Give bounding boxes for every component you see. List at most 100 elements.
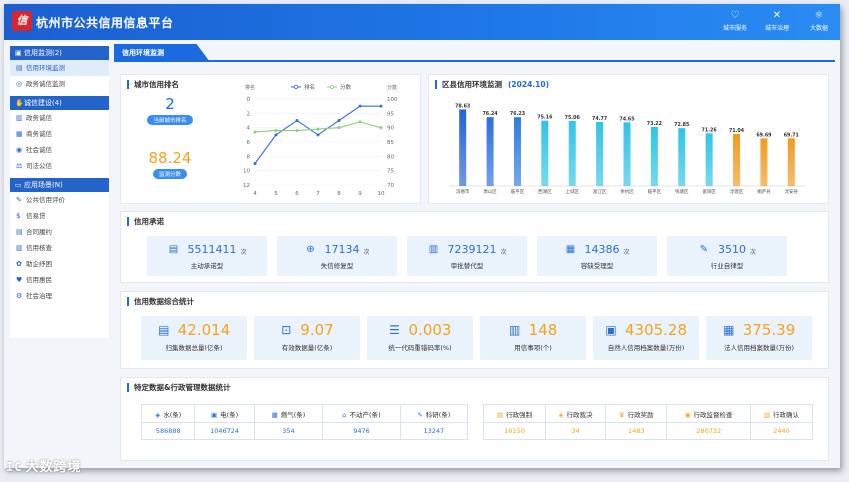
y-left-tick: 4	[247, 126, 251, 132]
table-header: ✎ 科研(条)	[399, 404, 469, 423]
sidebar-item-benefit[interactable]: ♥ 信用惠民	[10, 272, 109, 288]
bar-value-label: 74.77	[592, 116, 607, 122]
card-label: 审批替代型	[450, 262, 484, 270]
sidebar-item-label: 合同履约	[26, 228, 52, 236]
bar	[459, 109, 467, 186]
table-cell: 280732	[666, 422, 751, 440]
sidebar-section-build[interactable]: ✋诚信建设(4)	[10, 96, 109, 110]
apps-icon: ▭	[15, 181, 22, 189]
sidebar-item-social[interactable]: ◉ 社会诚信	[10, 142, 109, 158]
heart-icon: ♥	[16, 276, 23, 284]
sidebar-item-label: 助企纾困	[26, 260, 52, 268]
table-cell: 1483	[605, 422, 668, 440]
data-point	[337, 126, 341, 130]
table-header: ◈ 水(条)	[140, 404, 196, 423]
sidebar-item-loan[interactable]: $ 信易贷	[10, 208, 109, 224]
sidebar-item-judicial[interactable]: ⚖ 司法公信	[10, 158, 109, 174]
bar	[568, 121, 576, 186]
card-value: 17134	[324, 243, 360, 256]
data-point	[316, 127, 320, 131]
bar-value-label: 69.71	[784, 132, 799, 138]
card-label: 归集数据总量(亿条)	[165, 344, 223, 352]
special-data-table: ◈ 水(条) ▣ 电(条) ▦ 燃气(条) ⌂ 不动产(条) ✎ 科研(条) 586888 1046…	[140, 404, 469, 440]
score-block: 88.24 监测分数	[135, 149, 205, 179]
sidebar-item-evaluation[interactable]: ✎ 公共信用评价	[10, 192, 109, 208]
category-label: 萧山区	[483, 188, 497, 195]
nav-label: 城市治理	[764, 25, 789, 32]
sidebar-item-contract[interactable]: ▤ 合同履约	[10, 224, 109, 240]
bar	[650, 126, 658, 186]
bar	[486, 117, 494, 186]
data-point	[379, 126, 383, 130]
nav-big-data[interactable]: ⚛ 大数据	[798, 4, 840, 40]
monitor-icon: ▣	[15, 49, 22, 57]
y-right-tick: 85	[387, 140, 394, 146]
data-point	[274, 133, 278, 137]
table-header: ▦ 燃气(条)	[253, 404, 324, 423]
bar	[513, 117, 521, 186]
sidebar-item-label: 社会治理	[26, 292, 52, 300]
sidebar-item-label: 政务诚信	[26, 114, 52, 122]
card-value: 3510	[717, 243, 746, 256]
bar-value-label: 75.06	[565, 115, 581, 121]
legend-label: 分数	[340, 83, 352, 91]
bar-value-label: 78.63	[455, 103, 470, 109]
bar-value-label: 76.24	[482, 111, 498, 117]
category-label: 滨德市	[456, 188, 470, 195]
bar	[678, 128, 686, 186]
sidebar-item-credit-env[interactable]: ▤ 信用环境监测	[10, 60, 109, 76]
category-label: 富阳区	[702, 188, 716, 195]
y-left-tick: 8	[247, 154, 251, 160]
check-doc-icon: ▥	[16, 244, 23, 252]
card-icon: ▤	[158, 323, 170, 337]
card-icon: ▣	[605, 323, 617, 337]
watermark-logo: IC	[6, 460, 23, 474]
app-logo: 信	[12, 11, 32, 31]
panel-title: 信用数据综合统计	[127, 297, 194, 306]
bar	[596, 121, 604, 186]
score-value: 88.24	[148, 149, 192, 167]
stats-card: ▥ 148 用信事项(个)	[480, 316, 586, 360]
header-label: 不动产(条)	[349, 410, 381, 419]
sidebar-item-gov[interactable]: ▥ 政务诚信	[10, 110, 109, 126]
sidebar-item-label: 公共信用评价	[26, 196, 65, 204]
sidebar-item-verify[interactable]: ▥ 信用核查	[10, 240, 109, 256]
bar-value-label: 71.26	[702, 127, 718, 133]
header-icon: ▥	[763, 410, 771, 419]
y-right-tick: 90	[387, 126, 394, 132]
sidebar-item-relief[interactable]: ✿ 助企纾困	[10, 256, 109, 272]
tab-bar: 信用环境监测	[114, 44, 835, 62]
app-window: 信 杭州市公共信用信息平台 ♡ 城市服务 ✕ 城市治理 ⚛ 大数据 ▣ 信用监测(…	[4, 4, 840, 468]
card-value: 5511411	[187, 243, 237, 256]
y-right-tick: 70	[387, 183, 394, 189]
y-left-tick: 10	[243, 169, 250, 175]
gear-icon: ⚙	[16, 292, 23, 300]
scale-icon: ⚖	[16, 162, 23, 170]
bar	[541, 120, 549, 186]
nav-city-governance[interactable]: ✕ 城市治理	[756, 4, 798, 40]
card-icon: ⊡	[281, 323, 292, 337]
table-cell: 354	[253, 422, 324, 440]
sidebar-item-governance[interactable]: ⚙ 社会治理	[10, 288, 109, 304]
x-tick: 10	[378, 191, 385, 197]
sidebar-section-monitor[interactable]: ▣ 信用监测(2)	[10, 46, 109, 60]
stats-card: ☰ 0.003 统一代码重错码率(%)	[367, 316, 473, 360]
table-cell: 10150	[482, 422, 547, 440]
card-label: 失信修复型	[320, 262, 354, 270]
nav-label: 城市服务	[722, 25, 747, 32]
sidebar-section-apps[interactable]: ▭ 应用场景(N)	[10, 178, 109, 192]
header-label: 燃气(条)	[280, 410, 306, 419]
nav-city-service[interactable]: ♡ 城市服务	[714, 4, 756, 40]
sidebar-item-business[interactable]: ▦ 商务诚信	[10, 126, 109, 142]
list-icon: ▤	[16, 64, 23, 72]
tab-credit-env[interactable]: 信用环境监测	[114, 44, 210, 62]
promise-card: ✎ 3510 次行业自律型	[667, 236, 787, 276]
panel-title-text: 区县信用环境监测	[442, 80, 502, 89]
promise-panel: 信用承诺 ▤ 5511411 次主动承诺型 ⊕ 17134 次失信修复型 ▥ 7239121 次…	[120, 211, 829, 283]
sidebar-item-gov-integrity[interactable]: ◎ 政务诚信监测	[10, 76, 109, 92]
x-tick: 7	[316, 191, 320, 197]
panel-title: 区县信用环境监测 (2024.10)	[435, 80, 549, 89]
category-label: 临平区	[648, 188, 662, 195]
header-label: 行政强制	[506, 410, 533, 419]
y-left-tick: 12	[243, 183, 250, 189]
